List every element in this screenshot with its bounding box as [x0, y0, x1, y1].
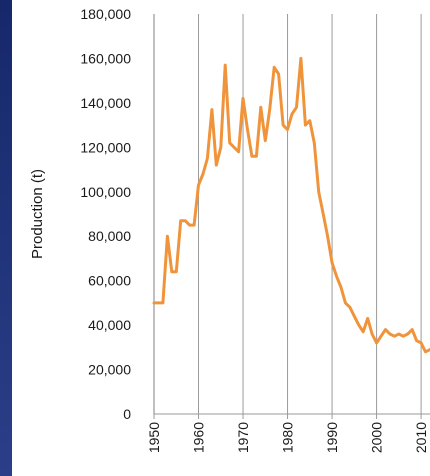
y-tick-label: 0 — [123, 406, 131, 422]
x-tick-label: 1990 — [324, 422, 340, 453]
y-tick-label: 140,000 — [80, 95, 131, 111]
x-tick-label: 1950 — [146, 422, 162, 453]
y-tick-label: 40,000 — [88, 317, 131, 333]
y-tick-label: 20,000 — [88, 362, 131, 378]
x-tick-label: 1970 — [235, 422, 251, 453]
x-tick-label: 2000 — [369, 422, 385, 453]
y-tick-label: 100,000 — [80, 184, 131, 200]
x-tick-label: 1960 — [191, 422, 207, 453]
left-edge-band — [0, 0, 12, 476]
x-tick-label: 1980 — [280, 422, 296, 453]
plot-area — [154, 14, 430, 414]
y-tick-label: 160,000 — [80, 50, 131, 66]
y-tick-label: 120,000 — [80, 139, 131, 155]
y-tick-label: 180,000 — [80, 6, 131, 22]
y-axis-title: Production (t) — [29, 169, 46, 259]
y-tick-label: 60,000 — [88, 273, 131, 289]
x-tick-label: 2010 — [413, 422, 429, 453]
y-tick-label: 80,000 — [88, 228, 131, 244]
